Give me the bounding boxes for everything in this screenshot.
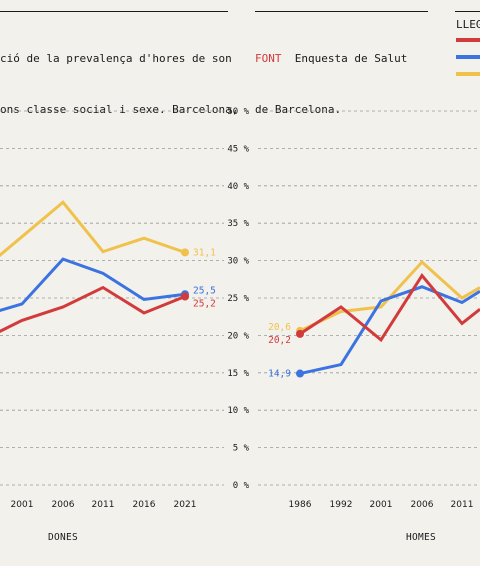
- end-value-label-dones: 25,2: [193, 299, 216, 310]
- series-line-dones: [0, 200, 186, 258]
- chart-title-line1: ció de la prevalença d'hores de son: [0, 52, 232, 65]
- y-tick-label: 40 %: [227, 182, 249, 192]
- x-tick-label-dones: 2006: [52, 500, 75, 510]
- y-tick-label: 10 %: [227, 406, 249, 416]
- legend-title: LLEG: [456, 18, 480, 31]
- x-tick-label-homes: 2006: [411, 500, 434, 510]
- x-tick-label-homes: 2011: [451, 500, 474, 510]
- chart-title-line2: ons classe social i sexe. Barcelona,: [0, 103, 239, 116]
- series-line-homes: [299, 273, 480, 343]
- end-point-dones: [181, 292, 189, 301]
- series-line-dones: [0, 285, 186, 333]
- legend-swatch-yellow: [456, 72, 480, 76]
- legend-swatch-blue: [456, 55, 480, 59]
- y-tick-label: 25 %: [227, 294, 249, 304]
- source-line1: Enquesta de Salut: [294, 52, 408, 65]
- legend: LLEG: [456, 16, 480, 76]
- series-line-homes: [299, 259, 480, 333]
- source-key: FONT: [255, 52, 282, 65]
- chart-title: ció de la prevalença d'hores de son ons …: [0, 16, 238, 135]
- panel-label-dones: DONES: [48, 532, 78, 543]
- header-rule-legend: [455, 11, 480, 12]
- x-tick-label-dones: 2016: [133, 500, 156, 510]
- series-line-homes: [299, 285, 480, 376]
- header-rule-title: [0, 11, 228, 12]
- y-tick-label: 0 %: [233, 481, 250, 491]
- x-tick-label-homes: 1986: [289, 500, 312, 510]
- start-value-label-homes: 20,2: [268, 335, 291, 346]
- x-tick-label-homes: 2001: [370, 500, 393, 510]
- start-point-homes: [296, 329, 304, 338]
- start-value-label-homes: 20,6: [268, 322, 291, 333]
- start-value-label-homes: 14,9: [268, 369, 291, 380]
- source-note: FONT Enquesta de Salut de Barcelona.: [255, 16, 407, 135]
- y-tick-label: 45 %: [227, 144, 249, 154]
- x-tick-label-dones: 2021: [174, 500, 197, 510]
- y-tick-label: 15 %: [227, 369, 249, 379]
- panel-label-homes: HOMES: [406, 532, 436, 543]
- x-tick-label-homes: 1992: [330, 500, 353, 510]
- end-value-label-dones: 25,5: [193, 285, 216, 296]
- y-tick-label: 5 %: [233, 444, 250, 454]
- legend-swatch-red: [456, 38, 480, 42]
- x-tick-label-dones: 2011: [92, 500, 115, 510]
- end-point-dones: [181, 248, 189, 257]
- y-tick-label: 35 %: [227, 219, 249, 229]
- end-value-label-dones: 31,1: [193, 247, 216, 258]
- y-tick-label: 50 %: [227, 107, 249, 117]
- header-rule-source: [255, 11, 428, 12]
- source-line2: de Barcelona.: [255, 103, 342, 116]
- x-tick-label-dones: 2001: [11, 500, 34, 510]
- series-line-dones: [0, 257, 186, 312]
- y-tick-label: 30 %: [227, 257, 249, 267]
- y-tick-label: 20 %: [227, 331, 249, 341]
- start-point-homes: [296, 369, 304, 378]
